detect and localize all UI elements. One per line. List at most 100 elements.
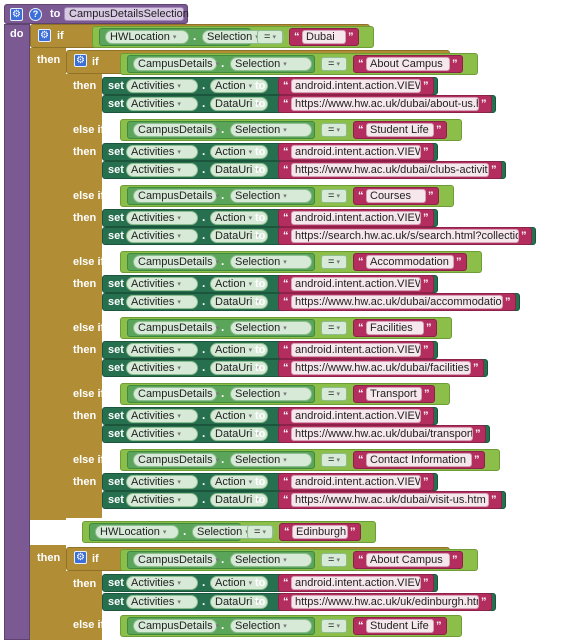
outer-if-getter-component[interactable]: HWLocation ▾ (105, 30, 189, 44)
dropdown-arrow-icon[interactable]: ▾ (255, 101, 259, 108)
edinburgh-branch-1-getter-component[interactable]: CampusDetails ▾ (133, 619, 220, 633)
edinburgh-branch-0-datauri-value-field[interactable]: https://www.hw.ac.uk/uk/edinburgh.htm (291, 595, 479, 609)
dropdown-arrow-icon[interactable]: ▾ (215, 391, 220, 398)
dubai-branch-1-datauri-component[interactable]: Activities ▾ (126, 163, 198, 177)
dubai-branch-0-datauri-property[interactable]: DataUri ▾ (210, 97, 268, 111)
dropdown-arrow-icon[interactable]: ▾ (215, 325, 220, 332)
dubai-branch-2-action-component[interactable]: Activities ▾ (126, 211, 198, 225)
dubai-branch-2-datauri-property[interactable]: DataUri ▾ (210, 229, 268, 243)
dropdown-arrow-icon[interactable]: ▾ (255, 167, 259, 174)
dubai-branch-6-getter-component[interactable]: CampusDetails ▾ (133, 453, 220, 467)
dropdown-arrow-icon[interactable]: ▾ (283, 623, 287, 630)
dubai-branch-3-datauri-value-field[interactable]: https://www.hw.ac.uk/dubai/accommodation… (291, 295, 503, 309)
dropdown-arrow-icon[interactable]: ▾ (336, 623, 340, 630)
gear-icon[interactable]: ⚙ (74, 54, 87, 67)
dubai-branch-4-datauri-component[interactable]: Activities ▾ (126, 361, 198, 375)
dubai-branch-5-datauri-component[interactable]: Activities ▾ (126, 427, 198, 441)
dubai-branch-2-datauri-value-field[interactable]: https://search.hw.ac.uk/s/search.html?co… (291, 229, 519, 243)
dropdown-arrow-icon[interactable]: ▾ (177, 413, 181, 420)
edinburgh-branch-0-action-property[interactable]: Action ▾ (210, 576, 268, 590)
dubai-branch-4-datauri-property[interactable]: DataUri ▾ (210, 361, 268, 375)
dubai-branch-6-action-component[interactable]: Activities ▾ (126, 475, 198, 489)
dubai-branch-6-value-field[interactable]: Contact Information (366, 453, 472, 467)
compare-operator-dropdown[interactable]: = ▾ (247, 525, 273, 539)
dropdown-arrow-icon[interactable]: ▾ (215, 623, 220, 630)
edinburgh-branch-1-getter-property[interactable]: Selection ▾ (230, 619, 312, 633)
compare-operator-dropdown[interactable]: = ▾ (321, 619, 347, 633)
dubai-branch-1-action-value-field[interactable]: android.intent.action.VIEW (291, 145, 421, 159)
compare-operator-dropdown[interactable]: = ▾ (321, 189, 347, 203)
dropdown-arrow-icon[interactable]: ▾ (215, 457, 220, 464)
dropdown-arrow-icon[interactable]: ▾ (283, 61, 287, 68)
dubai-branch-4-value-field[interactable]: Facilities (366, 321, 424, 335)
dropdown-arrow-icon[interactable]: ▾ (283, 127, 287, 134)
dubai-branch-4-action-property[interactable]: Action ▾ (210, 343, 268, 357)
dropdown-arrow-icon[interactable]: ▾ (336, 457, 340, 464)
dubai-branch-3-datauri-component[interactable]: Activities ▾ (126, 295, 198, 309)
dropdown-arrow-icon[interactable]: ▾ (172, 34, 177, 41)
procedure-name-field[interactable]: CampusDetailsSelection (64, 7, 189, 21)
dropdown-arrow-icon[interactable]: ▾ (177, 347, 181, 354)
dropdown-arrow-icon[interactable]: ▾ (248, 83, 253, 90)
dropdown-arrow-icon[interactable]: ▾ (283, 457, 287, 464)
dropdown-arrow-icon[interactable]: ▾ (255, 599, 259, 606)
dubai-branch-2-action-value-field[interactable]: android.intent.action.VIEW (291, 211, 421, 225)
dubai-branch-0-getter-property[interactable]: Selection ▾ (230, 57, 312, 71)
dubai-branch-5-datauri-property[interactable]: DataUri ▾ (210, 427, 268, 441)
dubai-branch-6-getter-property[interactable]: Selection ▾ (230, 453, 312, 467)
dubai-branch-5-datauri-value-field[interactable]: https://www.hw.ac.uk/dubai/transport.htm (291, 427, 473, 441)
dubai-branch-3-value-field[interactable]: Accommodation (366, 255, 454, 269)
dropdown-arrow-icon[interactable]: ▾ (248, 479, 253, 486)
dubai-branch-6-datauri-property[interactable]: DataUri ▾ (210, 493, 268, 507)
dropdown-arrow-icon[interactable]: ▾ (248, 281, 253, 288)
dropdown-arrow-icon[interactable]: ▾ (262, 529, 266, 536)
dubai-branch-2-getter-component[interactable]: CampusDetails ▾ (133, 189, 219, 203)
dubai-branch-4-getter-component[interactable]: CampusDetails ▾ (133, 321, 220, 335)
dropdown-arrow-icon[interactable]: ▾ (215, 61, 220, 68)
dropdown-arrow-icon[interactable]: ▾ (336, 193, 340, 200)
dropdown-arrow-icon[interactable]: ▾ (248, 149, 253, 156)
compare-operator-dropdown[interactable]: = ▾ (321, 123, 347, 137)
dropdown-arrow-icon[interactable]: ▾ (248, 347, 253, 354)
dropdown-arrow-icon[interactable]: ▾ (177, 299, 181, 306)
dropdown-arrow-icon[interactable]: ▾ (283, 193, 287, 200)
dropdown-arrow-icon[interactable]: ▾ (255, 497, 259, 504)
edinburgh-branch-0-getter-property[interactable]: Selection ▾ (230, 553, 312, 567)
edinburgh-branch-0-datauri-property[interactable]: DataUri ▾ (210, 595, 268, 609)
dubai-branch-1-datauri-value-field[interactable]: https://www.hw.ac.uk/dubai/clubs-activit… (291, 163, 489, 177)
dubai-branch-6-action-value-field[interactable]: android.intent.action.VIEW (291, 475, 421, 489)
dropdown-arrow-icon[interactable]: ▾ (177, 167, 181, 174)
outer-if-value-field[interactable]: Dubai (302, 30, 346, 44)
dropdown-arrow-icon[interactable]: ▾ (177, 101, 181, 108)
dubai-branch-0-action-component[interactable]: Activities ▾ (126, 79, 198, 93)
dubai-branch-3-action-property[interactable]: Action ▾ (210, 277, 268, 291)
outer-elseif-getter-component[interactable]: HWLocation ▾ (95, 525, 179, 539)
dropdown-arrow-icon[interactable]: ▾ (272, 34, 276, 41)
gear-icon[interactable]: ⚙ (38, 29, 51, 42)
edinburgh-branch-0-value-field[interactable]: About Campus (366, 553, 450, 567)
compare-operator-dropdown[interactable]: = ▾ (321, 321, 347, 335)
dubai-branch-3-getter-property[interactable]: Selection ▾ (230, 255, 312, 269)
dropdown-arrow-icon[interactable]: ▾ (255, 299, 259, 306)
dropdown-arrow-icon[interactable]: ▾ (177, 281, 181, 288)
edinburgh-branch-1-value-field[interactable]: Student Life (366, 619, 434, 633)
dubai-branch-5-getter-component[interactable]: CampusDetails ▾ (133, 387, 220, 401)
dropdown-arrow-icon[interactable]: ▾ (215, 127, 220, 134)
dubai-branch-0-datauri-component[interactable]: Activities ▾ (126, 97, 198, 111)
gear-icon[interactable]: ⚙ (74, 551, 87, 564)
dubai-branch-5-action-property[interactable]: Action ▾ (210, 409, 268, 423)
dropdown-arrow-icon[interactable]: ▾ (248, 413, 253, 420)
gear-icon[interactable]: ⚙ (10, 8, 23, 21)
dropdown-arrow-icon[interactable]: ▾ (283, 557, 287, 564)
compare-operator-dropdown[interactable]: = ▾ (321, 553, 347, 567)
dubai-branch-0-action-value-field[interactable]: android.intent.action.VIEW (291, 79, 421, 93)
dropdown-arrow-icon[interactable]: ▾ (283, 391, 287, 398)
dropdown-arrow-icon[interactable]: ▾ (255, 431, 259, 438)
dubai-branch-2-value-field[interactable]: Courses (366, 189, 426, 203)
edinburgh-branch-0-datauri-component[interactable]: Activities ▾ (126, 595, 198, 609)
dropdown-arrow-icon[interactable]: ▾ (283, 259, 287, 266)
dropdown-arrow-icon[interactable]: ▾ (215, 557, 220, 564)
dubai-branch-3-datauri-property[interactable]: DataUri ▾ (210, 295, 268, 309)
dropdown-arrow-icon[interactable]: ▾ (177, 215, 181, 222)
